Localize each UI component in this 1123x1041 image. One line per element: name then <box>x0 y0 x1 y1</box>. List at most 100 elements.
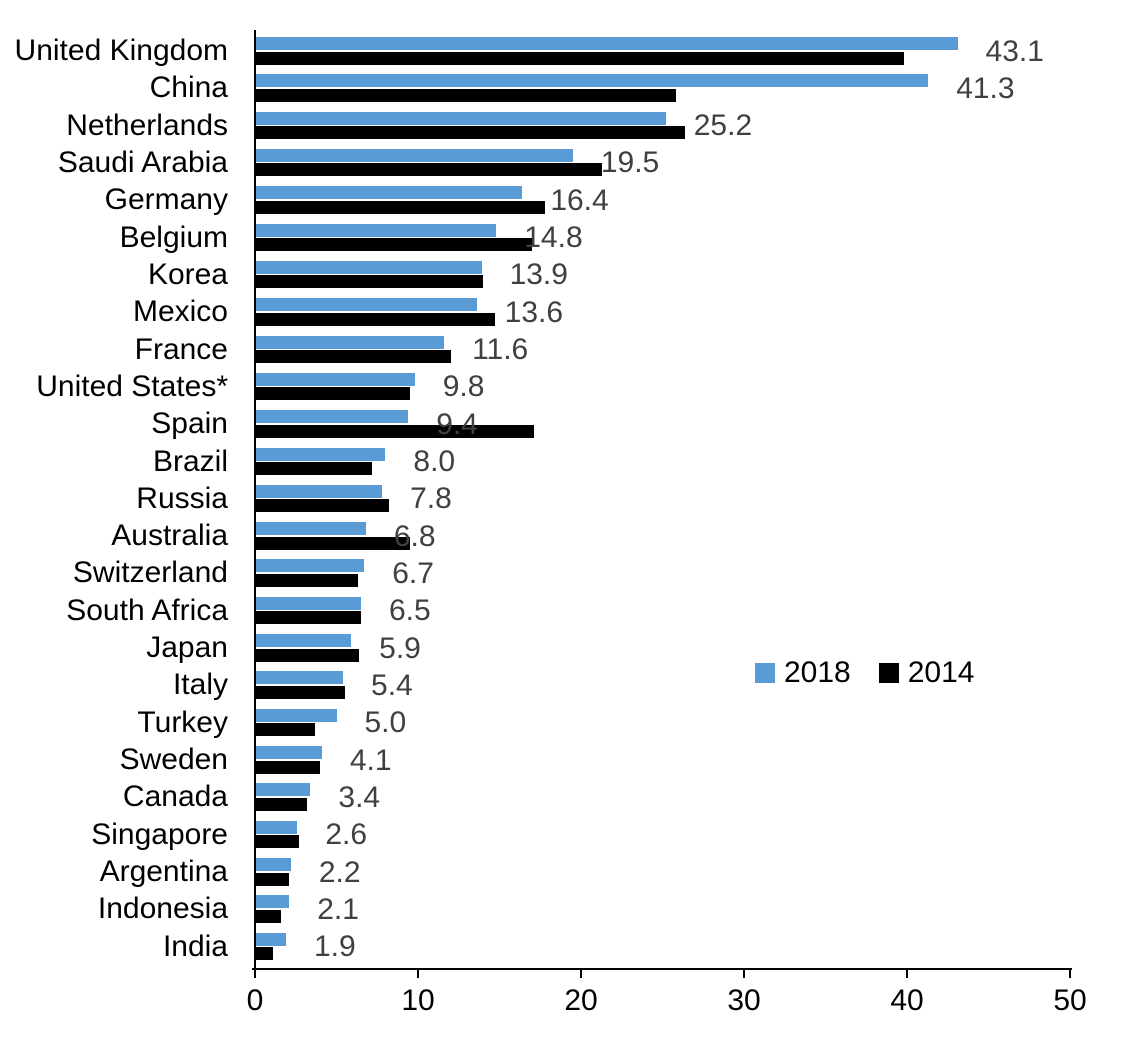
legend-swatch-2018 <box>755 663 775 683</box>
legend-label: 2018 <box>784 656 851 689</box>
bar-2014 <box>255 611 361 625</box>
category-label: Korea <box>147 257 228 291</box>
bar-2018 <box>255 335 445 349</box>
value-label: 14.8 <box>524 221 583 255</box>
category-label: Turkey <box>137 705 228 739</box>
value-label: 7.8 <box>410 482 452 516</box>
bar-2014 <box>255 536 410 550</box>
category-label: Indonesia <box>97 892 228 926</box>
x-tick-label: 20 <box>564 984 598 1017</box>
x-tick-label: 0 <box>246 984 264 1017</box>
category-label: Belgium <box>119 220 228 254</box>
bar-2018 <box>255 111 666 125</box>
bar-2014 <box>255 462 373 476</box>
x-axis-line <box>252 968 1072 970</box>
bar-2018 <box>255 820 298 834</box>
bar-2018 <box>255 148 573 162</box>
x-tick <box>743 970 745 978</box>
bar-2018 <box>255 74 929 88</box>
category-label: Singapore <box>91 817 228 851</box>
bar-2018 <box>255 932 286 946</box>
legend-entry: 2018 <box>755 656 851 690</box>
value-label: 4.1 <box>349 743 392 777</box>
category-label: Russia <box>136 481 228 515</box>
bar-2014 <box>255 835 299 849</box>
bar-2018 <box>255 484 383 498</box>
value-label: 6.7 <box>392 556 434 590</box>
bar-2018 <box>255 895 290 909</box>
value-label: 2.6 <box>325 818 368 852</box>
value-label: 19.5 <box>600 146 660 180</box>
bar-2014 <box>255 163 603 177</box>
bar-2018 <box>255 596 361 610</box>
bar-2018 <box>255 447 386 461</box>
category-label: Brazil <box>152 444 228 478</box>
value-label: 13.6 <box>504 295 564 329</box>
bar-2018 <box>255 186 523 200</box>
x-tick <box>254 970 256 978</box>
category-label: Switzerland <box>72 556 228 590</box>
y-axis-line <box>254 30 256 974</box>
bar-2018 <box>255 410 409 424</box>
bar-2018 <box>255 223 497 237</box>
x-tick <box>417 970 419 978</box>
legend-swatch-2014 <box>878 663 899 683</box>
category-label: Spain <box>151 407 228 441</box>
bar-2018 <box>255 858 291 872</box>
category-label: Saudi Arabia <box>57 145 228 179</box>
legend: 2018 2014 <box>755 656 991 690</box>
bar-2014 <box>255 909 282 923</box>
bar-2014 <box>255 350 451 364</box>
bar-2014 <box>255 387 410 401</box>
value-label: 3.4 <box>338 780 381 814</box>
bar-2014 <box>255 200 546 214</box>
bar-2018 <box>255 783 311 797</box>
bar-2018 <box>255 522 366 536</box>
legend-entry: 2014 <box>878 656 975 690</box>
bar-2018 <box>255 708 337 722</box>
category-label: Germany <box>104 183 228 217</box>
bar-2018 <box>255 298 477 312</box>
value-label: 6.8 <box>393 519 436 553</box>
bar-2014 <box>255 88 676 102</box>
category-label: Sweden <box>119 743 228 777</box>
bar-2014 <box>255 573 358 587</box>
bar-2014 <box>255 238 533 252</box>
value-label: 2.2 <box>318 855 361 889</box>
x-tick <box>580 970 582 978</box>
bar-2014 <box>255 947 273 961</box>
bar-2014 <box>255 723 316 737</box>
bar-2014 <box>255 797 308 811</box>
x-tick-label: 30 <box>727 984 761 1017</box>
bar-2014 <box>255 424 534 438</box>
bar-2018 <box>255 671 344 685</box>
value-label: 6.5 <box>388 594 431 628</box>
category-label: Argentina <box>99 855 228 889</box>
value-label: 11.6 <box>472 333 529 367</box>
category-label: Canada <box>122 780 228 814</box>
value-label: 9.4 <box>436 407 478 441</box>
value-label: 13.9 <box>509 258 568 292</box>
x-tick <box>1069 970 1071 978</box>
value-label: 5.4 <box>371 668 413 702</box>
category-label: South Africa <box>66 593 228 627</box>
category-label: India <box>162 929 228 963</box>
bar-2014 <box>255 499 389 513</box>
value-label: 43.1 <box>985 34 1044 68</box>
value-label: 2.1 <box>317 892 359 926</box>
category-label: Italy <box>172 668 228 702</box>
x-tick <box>906 970 908 978</box>
category-label: France <box>134 332 228 366</box>
value-label: 5.9 <box>379 631 421 665</box>
bar-2018 <box>255 634 352 648</box>
category-label: Japan <box>146 631 228 665</box>
x-tick-label: 50 <box>1053 984 1087 1017</box>
bar-2014 <box>255 685 345 699</box>
value-label: 25.2 <box>693 109 753 143</box>
value-label: 9.8 <box>442 370 485 404</box>
value-label: 1.9 <box>313 930 356 964</box>
value-label: 16.4 <box>550 183 609 217</box>
bar-2014 <box>255 312 495 326</box>
value-label: 8.0 <box>413 445 456 479</box>
